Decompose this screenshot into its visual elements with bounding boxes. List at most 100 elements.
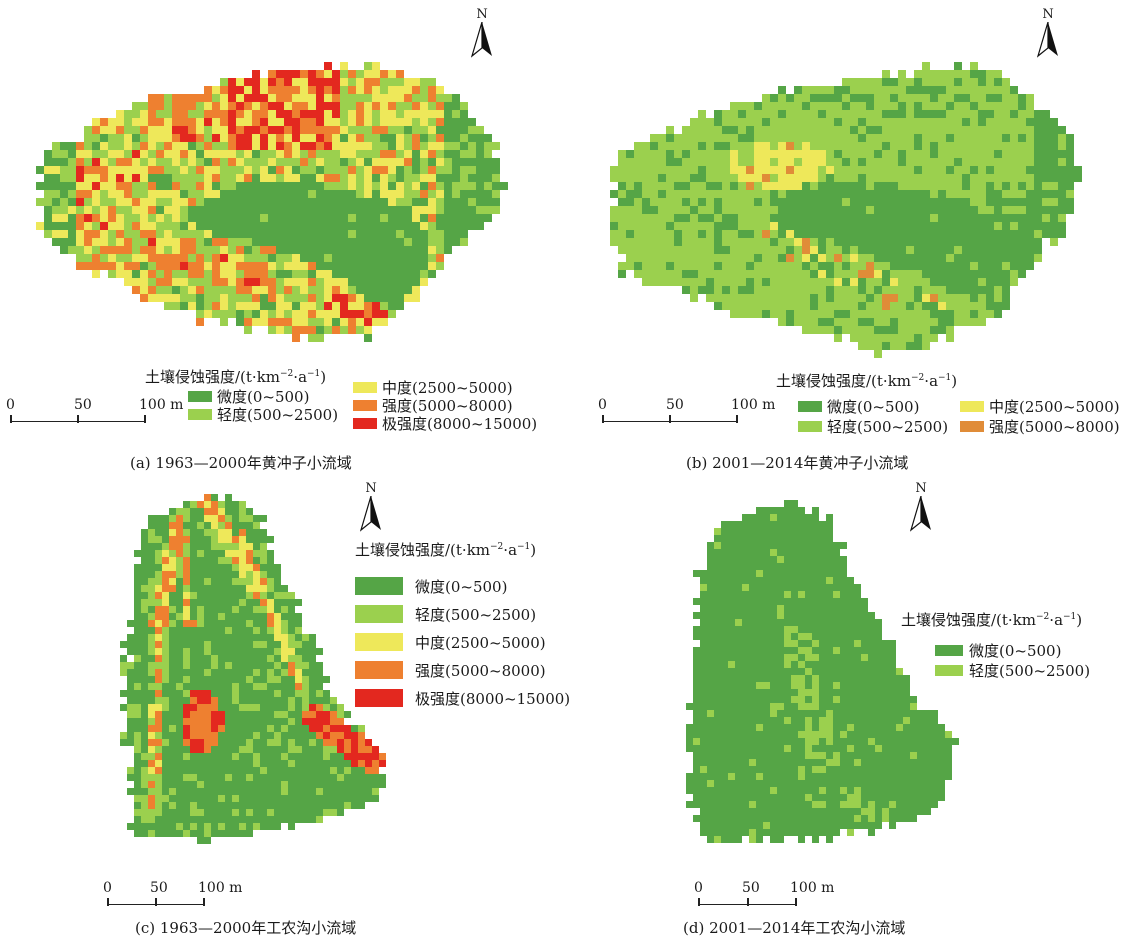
raster-cell (156, 238, 164, 246)
raster-cell (190, 711, 197, 718)
raster-cell (197, 641, 204, 648)
legend-item-strong: 强度(5000~8000) (960, 416, 1130, 436)
raster-cell (1002, 286, 1010, 294)
raster-cell (642, 198, 650, 206)
raster-cell (722, 262, 730, 270)
legend-item-light: 轻度(500~2500) (188, 405, 353, 424)
raster-cell (938, 246, 946, 254)
raster-cell (882, 318, 890, 326)
raster-cell (970, 222, 978, 230)
raster-cell (994, 238, 1002, 246)
raster-cell (284, 262, 292, 270)
raster-cell (858, 278, 866, 286)
raster-cell (239, 760, 246, 767)
raster-cell (190, 718, 197, 725)
raster-cell (693, 654, 700, 661)
raster-cell (850, 150, 858, 158)
raster-cell (302, 795, 309, 802)
raster-cell (978, 246, 986, 254)
raster-cell (1058, 174, 1066, 182)
raster-cell (225, 669, 232, 676)
raster-cell (169, 669, 176, 676)
raster-cell (211, 529, 218, 536)
raster-cell (316, 725, 323, 732)
raster-cell (842, 150, 850, 158)
raster-cell (922, 262, 930, 270)
raster-cell (850, 182, 858, 190)
raster-cell (309, 739, 316, 746)
raster-cell (898, 342, 906, 350)
raster-cell (183, 690, 190, 697)
raster-cell (316, 774, 323, 781)
raster-cell (100, 142, 108, 150)
raster-cell (674, 174, 682, 182)
raster-cell (316, 134, 324, 142)
raster-cell (190, 522, 197, 529)
raster-cell (706, 126, 714, 134)
raster-cell (396, 206, 404, 214)
raster-cell (244, 206, 252, 214)
raster-cell (805, 619, 812, 626)
raster-cell (162, 683, 169, 690)
raster-cell (810, 294, 818, 302)
raster-cell (978, 294, 986, 302)
raster-cell (324, 326, 332, 334)
raster-cell (722, 206, 730, 214)
raster-cell (323, 725, 330, 732)
raster-cell (260, 578, 267, 585)
raster-cell (889, 675, 896, 682)
raster-cell (1010, 166, 1018, 174)
raster-cell (204, 627, 211, 634)
raster-cell (834, 294, 842, 302)
raster-cell (722, 190, 730, 198)
raster-cell (810, 158, 818, 166)
raster-cell (244, 78, 252, 86)
raster-cell (267, 683, 274, 690)
raster-cell (60, 142, 68, 150)
raster-cell (962, 94, 970, 102)
raster-cell (802, 182, 810, 190)
raster-cell (156, 174, 164, 182)
raster-cell (666, 230, 674, 238)
raster-cell (197, 732, 204, 739)
raster-cell (292, 302, 300, 310)
raster-cell (658, 222, 666, 230)
raster-cell (986, 94, 994, 102)
raster-cell (805, 570, 812, 577)
raster-cell (246, 564, 253, 571)
raster-cell (994, 198, 1002, 206)
raster-cell (169, 739, 176, 746)
raster-cell (721, 668, 728, 675)
raster-cell (316, 690, 323, 697)
raster-cell (300, 150, 308, 158)
raster-cell (962, 238, 970, 246)
raster-cell (706, 118, 714, 126)
raster-cell (762, 142, 770, 150)
raster-cell (874, 310, 882, 318)
raster-cell (784, 633, 791, 640)
raster-cell (267, 718, 274, 725)
raster-cell (232, 501, 239, 508)
raster-cell (714, 206, 722, 214)
raster-cell (239, 585, 246, 592)
raster-cell (834, 254, 842, 262)
raster-cell (970, 86, 978, 94)
raster-cell (1050, 142, 1058, 150)
raster-cell (309, 760, 316, 767)
raster-cell (330, 739, 337, 746)
raster-cell (777, 626, 784, 633)
raster-cell (946, 270, 954, 278)
raster-cell (1058, 198, 1066, 206)
raster-cell (1018, 150, 1026, 158)
raster-cell (819, 535, 826, 542)
raster-cell (805, 612, 812, 619)
raster-cell (834, 142, 842, 150)
raster-cell (986, 110, 994, 118)
raster-cell (236, 270, 244, 278)
raster-cell (156, 254, 164, 262)
raster-cell (847, 605, 854, 612)
raster-cell (183, 536, 190, 543)
raster-cell (180, 238, 188, 246)
raster-cell (858, 174, 866, 182)
raster-cell (351, 781, 358, 788)
